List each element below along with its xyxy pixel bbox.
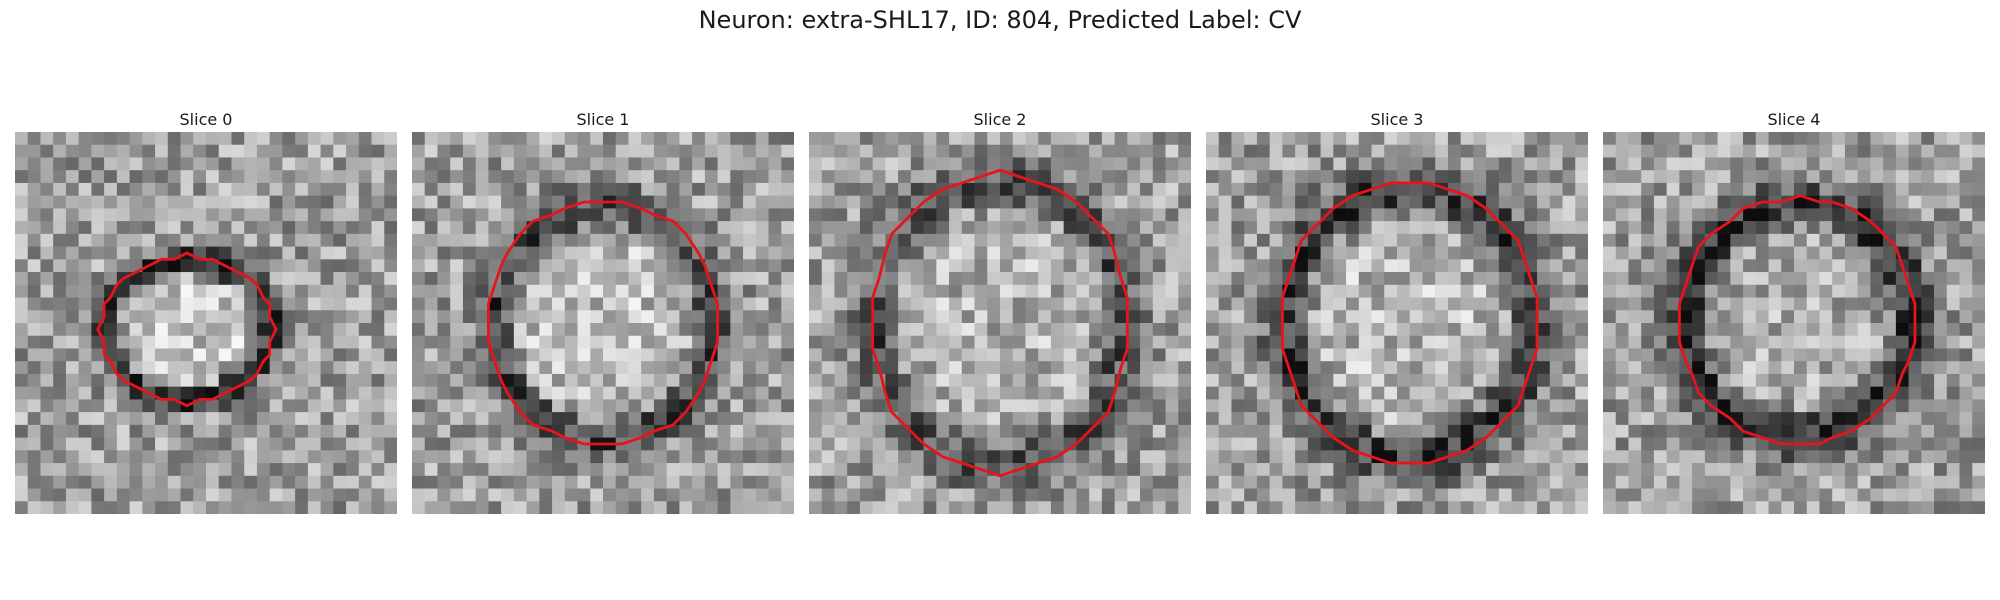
contour-outline bbox=[96, 251, 278, 408]
slice-image bbox=[1206, 132, 1588, 514]
slice-panel-1: Slice 1 bbox=[412, 108, 794, 514]
slice-title: Slice 0 bbox=[179, 110, 233, 129]
slice-panel-4: Slice 4 bbox=[1603, 108, 1985, 514]
figure-title: Neuron: extra-SHL17, ID: 804, Predicted … bbox=[698, 6, 1302, 34]
slice-panel-3: Slice 3 bbox=[1206, 108, 1588, 514]
slice-title: Slice 4 bbox=[1767, 110, 1821, 129]
pixel-grid bbox=[412, 132, 794, 514]
pixel-grid bbox=[1206, 132, 1588, 514]
pixel-grid bbox=[809, 132, 1191, 514]
contour-outline bbox=[486, 200, 720, 446]
slice-image bbox=[15, 132, 397, 514]
contour-outline bbox=[871, 168, 1129, 478]
slice-title: Slice 1 bbox=[576, 110, 630, 129]
slice-panel-2: Slice 2 bbox=[809, 108, 1191, 514]
slice-panel-0: Slice 0 bbox=[15, 108, 397, 514]
slice-image bbox=[1603, 132, 1985, 514]
slice-image bbox=[809, 132, 1191, 514]
pixel-grid bbox=[1603, 132, 1985, 514]
contour-outline bbox=[1677, 194, 1917, 446]
pixel-grid bbox=[15, 132, 397, 514]
slice-title: Slice 2 bbox=[973, 110, 1027, 129]
slice-title: Slice 3 bbox=[1370, 110, 1424, 129]
contour-outline bbox=[1280, 181, 1539, 465]
slice-image bbox=[412, 132, 794, 514]
